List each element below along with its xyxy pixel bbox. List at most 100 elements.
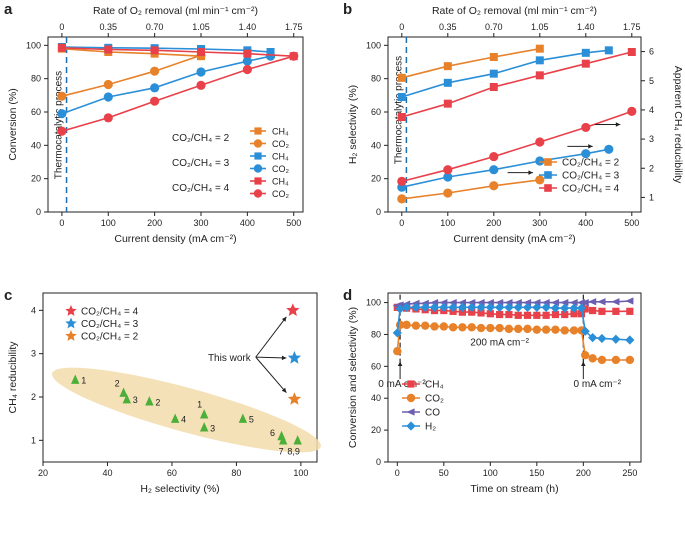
- c-y-tick-label: 3: [31, 349, 36, 359]
- d-data-point: [513, 302, 523, 312]
- a-x-tick-label: 500: [286, 218, 301, 228]
- a-series-line: [61, 55, 294, 132]
- b-data-point: [397, 176, 407, 186]
- d-data-point: [576, 303, 587, 313]
- panel-d: 0 50 100 150 200 250 0 20 40 60 80 100 Time on strea…: [347, 292, 642, 495]
- c-literature-point: [238, 413, 248, 423]
- c-this-work-arrow: [255, 316, 287, 358]
- c-legend-entry: CO₂/CH₄ = 4: [81, 307, 139, 318]
- a-data-point: [57, 109, 67, 119]
- b-legend-marker: [544, 184, 552, 192]
- a-legend-marker: [254, 177, 262, 185]
- b-data-point: [443, 172, 453, 182]
- d-data-point: [467, 302, 477, 312]
- b-legend-entry: CO₂/CH₄ = 4: [562, 184, 620, 195]
- a-top-tick-label: 1.05: [192, 22, 210, 32]
- b-x-tick-label: 200: [486, 218, 501, 228]
- a-legend-group: CO₂/CH₄ = 2: [172, 133, 230, 144]
- c-literature-label: 3: [133, 395, 138, 405]
- c-legend-marker: [65, 317, 77, 329]
- d-x-tick-label: 100: [483, 468, 498, 478]
- b-y-tick-label: 0: [376, 207, 381, 217]
- b-data-point: [443, 62, 452, 71]
- b-x-tick-label: 300: [532, 218, 547, 228]
- c-legend-entry: CO₂/CH₄ = 2: [81, 332, 139, 343]
- b-y-tick-label: 100: [366, 40, 381, 50]
- c-this-work-arrowhead: [281, 316, 287, 322]
- d-data-point: [625, 355, 635, 365]
- b-data-point: [489, 165, 499, 175]
- a-frame: [47, 36, 304, 213]
- d-data-point: [550, 298, 560, 307]
- a-legend-entry: CH₄: [272, 177, 289, 187]
- d-y-tick-label: 60: [371, 361, 381, 371]
- d-data-point: [523, 324, 532, 334]
- b-legend-entry: CO₂/CH₄ = 2: [562, 158, 620, 169]
- b-y2-tick-label: 2: [649, 163, 654, 173]
- d-data-point: [458, 308, 467, 316]
- d-data-point: [411, 302, 421, 312]
- c-this-work-arrowhead: [281, 355, 287, 361]
- a-x-tick-label: 0: [59, 218, 64, 228]
- a-y-tick-label: 20: [31, 174, 41, 184]
- d-data-point: [467, 323, 476, 332]
- d-data-point: [533, 311, 541, 319]
- b-data-point: [535, 137, 545, 147]
- a-data-point: [103, 113, 113, 123]
- c-x-axis-label: H₂ selectivity (%): [140, 483, 219, 495]
- b-top-tick-label: 1.75: [623, 22, 641, 32]
- b-x-tick-label: 100: [440, 218, 455, 228]
- d-data-point: [420, 302, 430, 312]
- a-x-tick-label: 100: [101, 218, 116, 228]
- b-data-point: [535, 156, 545, 166]
- d-data-point: [541, 302, 551, 312]
- c-literature-point: [122, 393, 132, 404]
- c-x-tick-label: 80: [231, 468, 241, 478]
- a-data-point: [243, 49, 252, 58]
- d-data-point: [569, 298, 578, 307]
- d-data-point: [580, 326, 590, 336]
- b-x-tick-label: 500: [624, 218, 639, 228]
- b-right-axis-arrowhead: [615, 122, 621, 127]
- d-annotation-arrowhead: [581, 361, 586, 367]
- d-data-point: [597, 298, 606, 306]
- panel-label-c: c: [4, 287, 12, 304]
- a-data-point: [242, 64, 252, 75]
- d-data-point: [541, 325, 551, 334]
- d-x-tick-label: 200: [576, 468, 591, 478]
- b-legend-entry: CO₂/CH₄ = 3: [562, 171, 620, 182]
- panel-b: 0 100 200 300 400 500 0 0.35 0.70 1.05 1.40 1.75 0 20…: [347, 5, 684, 245]
- c-literature-point: [71, 374, 80, 384]
- d-data-point: [598, 307, 606, 315]
- a-data-point: [57, 43, 66, 52]
- d-data-point: [504, 324, 514, 334]
- d-annotation-arrowhead: [397, 361, 403, 367]
- a-data-point: [57, 91, 67, 101]
- panel-label-d: d: [343, 287, 352, 304]
- a-legend-entry: CH₄: [272, 152, 289, 162]
- c-this-work-arrow: [255, 356, 287, 393]
- d-data-point: [588, 354, 597, 363]
- c-literature-point: [199, 422, 209, 432]
- d-data-point: [485, 302, 495, 312]
- d-data-point: [570, 310, 578, 318]
- d-legend-entry: CO: [425, 408, 440, 419]
- panel-label-b: b: [343, 1, 352, 18]
- c-literature-region: [51, 367, 321, 453]
- d-legend-marker: [407, 380, 415, 388]
- c-legend-marker: [65, 330, 77, 341]
- c-literature-point: [119, 387, 128, 397]
- a-y-tick-label: 60: [31, 107, 41, 117]
- d-data-point: [477, 309, 485, 317]
- b-data-point: [397, 93, 406, 101]
- b-data-point: [627, 106, 637, 116]
- a-data-point: [242, 56, 252, 66]
- d-data-point: [542, 311, 550, 319]
- b-data-point: [535, 175, 545, 185]
- d-data-point: [550, 303, 561, 313]
- d-data-point: [597, 355, 607, 365]
- d-data-point: [486, 323, 495, 333]
- d-data-point: [476, 323, 486, 333]
- b-series-line: [401, 47, 540, 79]
- c-x-tick-label: 20: [38, 468, 48, 478]
